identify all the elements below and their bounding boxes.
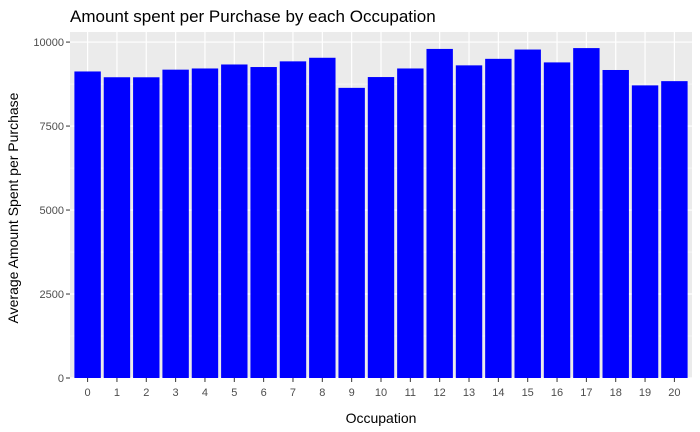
- bar-occupation-18: [602, 69, 629, 379]
- x-tick-label: 9: [349, 387, 355, 399]
- y-tick-label: 5000: [40, 205, 64, 217]
- x-tick-label: 3: [173, 387, 179, 399]
- y-tick-label: 0: [58, 373, 64, 385]
- x-tick-label: 0: [85, 387, 91, 399]
- bar-occupation-3: [162, 69, 189, 378]
- bar-occupation-20: [661, 81, 688, 378]
- x-tick-label: 12: [434, 387, 446, 399]
- x-tick-label: 13: [463, 387, 475, 399]
- bar-occupation-13: [455, 65, 483, 378]
- x-tick-label: 1: [114, 387, 120, 399]
- x-tick-label: 4: [202, 387, 208, 399]
- x-tick-label: 8: [319, 387, 325, 399]
- bar-occupation-10: [367, 77, 395, 379]
- bar-occupation-16: [543, 62, 571, 378]
- bar-occupation-15: [514, 49, 541, 378]
- x-tick-label: 7: [290, 387, 296, 399]
- bar-occupation-17: [573, 48, 600, 379]
- x-tick-label: 18: [610, 387, 622, 399]
- chart-title: Amount spent per Purchase by each Occupa…: [70, 7, 436, 26]
- y-axis-title: Average Amount Spent per Purchase: [5, 92, 21, 323]
- bar-occupation-12: [426, 48, 453, 379]
- y-tick-label: 7500: [40, 121, 64, 133]
- x-tick-label: 17: [580, 387, 592, 399]
- bar-occupation-8: [309, 57, 336, 378]
- x-tick-label: 11: [405, 387, 416, 399]
- bar-occupation-9: [338, 87, 365, 378]
- x-tick-label: 16: [551, 387, 563, 399]
- x-axis-title: Occupation: [346, 410, 417, 426]
- x-tick-label: 15: [522, 387, 534, 399]
- bar-occupation-11: [397, 68, 424, 378]
- bar-occupation-14: [485, 58, 512, 378]
- bar-occupation-7: [279, 61, 307, 378]
- bar-occupation-4: [191, 68, 219, 378]
- x-tick-label: 5: [231, 387, 237, 399]
- bar-occupation-19: [631, 85, 659, 379]
- y-tick-label: 2500: [40, 289, 64, 301]
- x-tick-label: 6: [261, 387, 267, 399]
- x-tick-label: 2: [143, 387, 149, 399]
- bar-occupation-2: [133, 77, 160, 378]
- bar-occupation-0: [74, 71, 101, 378]
- bar-occupation-1: [103, 77, 131, 378]
- x-tick-label: 19: [639, 387, 651, 399]
- x-tick-label: 20: [668, 387, 680, 399]
- x-tick-label: 10: [375, 387, 387, 399]
- bar-occupation-5: [221, 64, 248, 378]
- x-tick-label: 14: [492, 387, 504, 399]
- y-tick-label: 10000: [33, 37, 64, 49]
- bar-occupation-6: [250, 67, 277, 379]
